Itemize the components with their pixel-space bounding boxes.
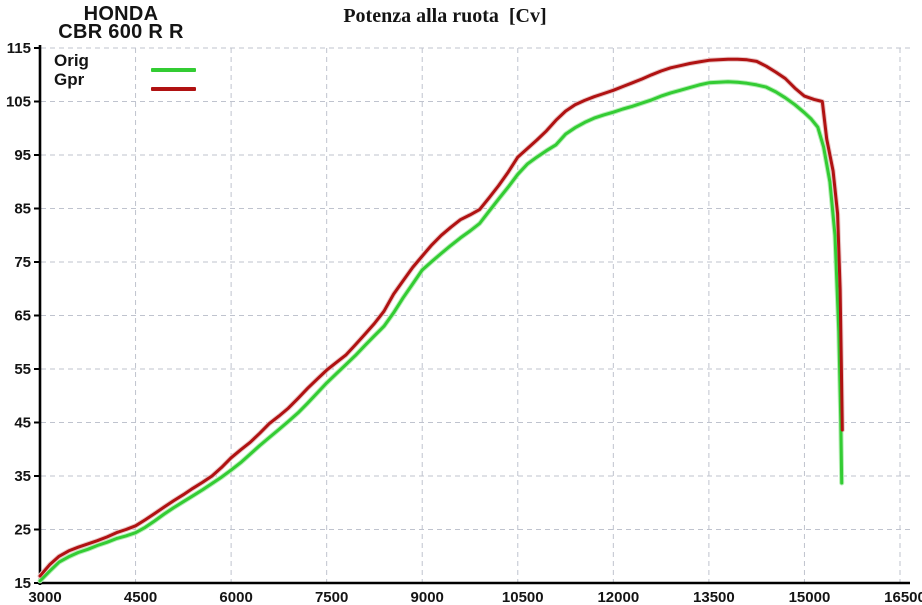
vehicle-model: CBR 600 R R	[58, 21, 184, 43]
y-tick-label: 105	[6, 94, 31, 111]
x-tick-label: 7500	[315, 589, 348, 605]
orig-series-line	[38, 80, 844, 583]
y-tick-label: 15	[14, 575, 31, 592]
x-tick-label: 13500	[693, 589, 735, 605]
x-tick-label: 6000	[219, 589, 252, 605]
y-tick-label: 65	[14, 308, 31, 325]
gpr-series-line	[38, 57, 844, 578]
y-tick-label: 35	[14, 468, 31, 485]
x-tick-label: 12000	[597, 589, 639, 605]
x-tick-label: 4500	[124, 589, 157, 605]
y-tick-label: 45	[14, 415, 31, 432]
y-tick-label: 25	[14, 522, 31, 539]
x-tick-label: 3000	[28, 589, 61, 605]
y-tick-label: 85	[14, 201, 31, 218]
y-tick-label: 75	[14, 254, 31, 271]
x-tick-label: 16500	[884, 589, 922, 605]
legend-label-orig: Orig	[54, 51, 89, 70]
vehicle-header: HONDA CBR 600 R R	[40, 3, 202, 43]
legend-label-gpr: Gpr	[54, 70, 85, 89]
legend-swatch-gpr	[151, 87, 196, 91]
chart-title: Potenza alla ruota [Cv]	[343, 5, 547, 27]
x-tick-label: 9000	[411, 589, 444, 605]
orig-series-halo	[37, 79, 845, 584]
legend-swatch-orig	[151, 68, 196, 72]
x-tick-label: 10500	[502, 589, 544, 605]
gpr-series-halo	[37, 56, 845, 579]
y-tick-label: 95	[14, 147, 31, 164]
x-tick-label: 15000	[789, 589, 831, 605]
y-tick-label: 55	[14, 361, 31, 378]
y-tick-label: 115	[7, 40, 31, 57]
vehicle-brand: HONDA	[83, 3, 159, 25]
